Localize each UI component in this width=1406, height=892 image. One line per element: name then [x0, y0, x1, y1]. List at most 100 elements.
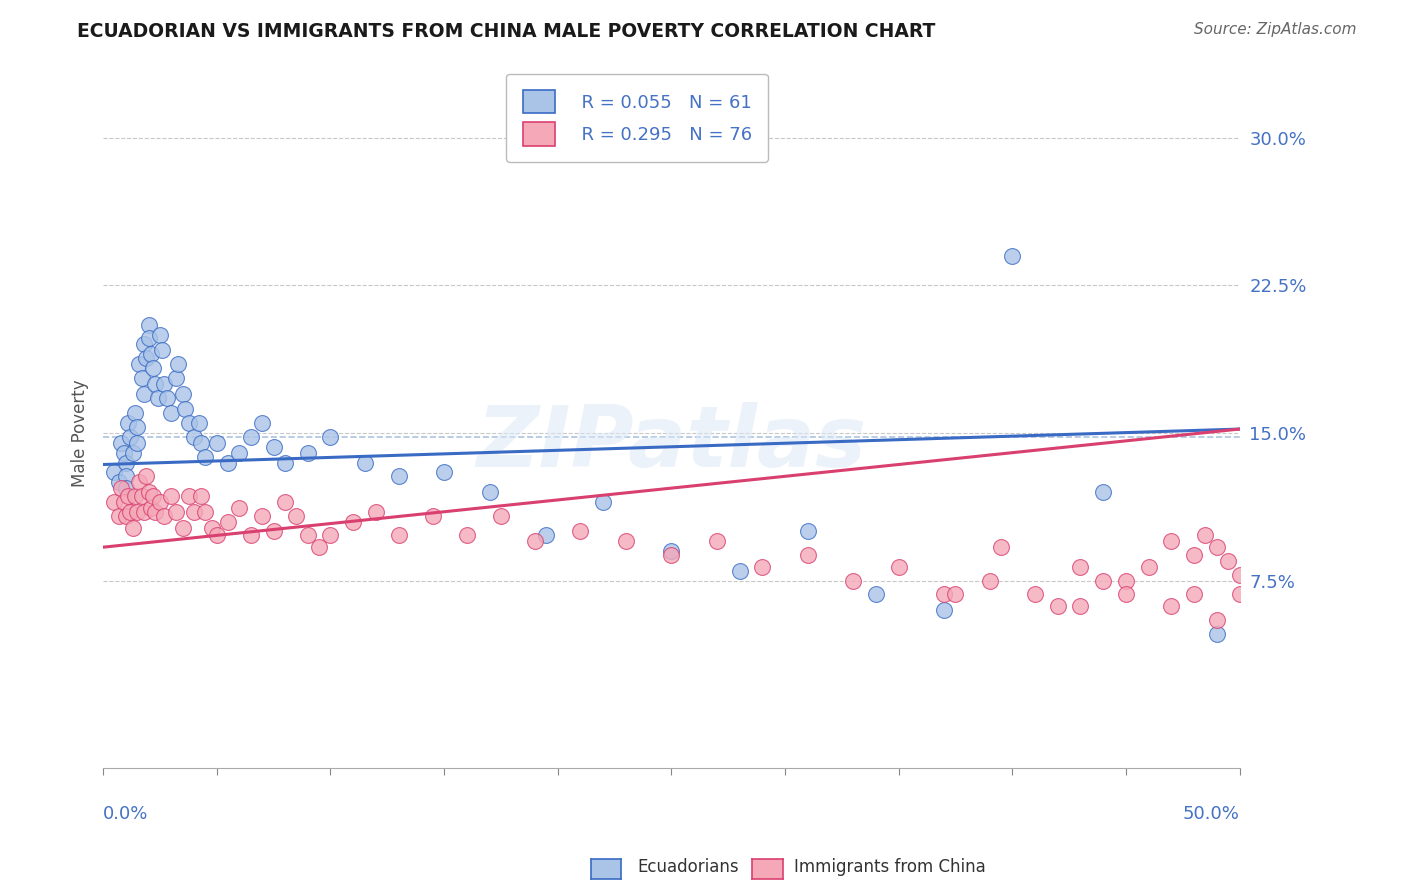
Point	[128, 357, 150, 371]
Point	[865, 587, 887, 601]
Point	[138, 331, 160, 345]
Point	[364, 505, 387, 519]
Point	[187, 416, 209, 430]
Point	[190, 489, 212, 503]
Point	[132, 386, 155, 401]
Point	[319, 528, 342, 542]
Point	[217, 515, 239, 529]
Y-axis label: Male Poverty: Male Poverty	[72, 379, 89, 487]
Point	[592, 495, 614, 509]
Point	[1218, 554, 1240, 568]
Point	[132, 505, 155, 519]
Point	[297, 528, 319, 542]
Point	[239, 528, 262, 542]
Point	[1182, 548, 1205, 562]
Text: Source: ZipAtlas.com: Source: ZipAtlas.com	[1194, 22, 1357, 37]
Point	[117, 416, 139, 430]
Point	[132, 337, 155, 351]
Point	[179, 489, 201, 503]
Point	[183, 505, 205, 519]
Point	[945, 587, 967, 601]
Point	[1229, 567, 1251, 582]
Point	[319, 430, 342, 444]
Text: Ecuadorians: Ecuadorians	[637, 858, 738, 876]
Point	[138, 318, 160, 332]
Point	[194, 450, 217, 464]
Point	[228, 500, 250, 515]
Point	[1115, 574, 1137, 588]
Point	[1160, 599, 1182, 614]
Point	[979, 574, 1001, 588]
Point	[201, 520, 224, 534]
Point	[167, 357, 190, 371]
Point	[110, 435, 132, 450]
Point	[274, 456, 297, 470]
Point	[796, 548, 818, 562]
Point	[172, 520, 194, 534]
Point	[139, 500, 162, 515]
Point	[127, 435, 149, 450]
Point	[172, 386, 194, 401]
Point	[285, 508, 308, 523]
Point	[342, 515, 364, 529]
Point	[103, 466, 125, 480]
Point	[108, 475, 131, 490]
Point	[842, 574, 865, 588]
Point	[1160, 534, 1182, 549]
Point	[353, 456, 375, 470]
Point	[112, 445, 135, 459]
Point	[297, 445, 319, 459]
Point	[145, 505, 167, 519]
Point	[728, 564, 751, 578]
Point	[117, 489, 139, 503]
Point	[422, 508, 444, 523]
Point	[252, 416, 274, 430]
Point	[120, 430, 142, 444]
Point	[174, 402, 197, 417]
Point	[127, 420, 149, 434]
Point	[1137, 560, 1160, 574]
Point	[112, 495, 135, 509]
Point	[478, 485, 501, 500]
Point	[228, 445, 250, 459]
Point	[614, 534, 637, 549]
Point	[153, 376, 176, 391]
Text: ECUADORIAN VS IMMIGRANTS FROM CHINA MALE POVERTY CORRELATION CHART: ECUADORIAN VS IMMIGRANTS FROM CHINA MALE…	[77, 22, 936, 41]
Point	[1229, 587, 1251, 601]
Point	[165, 371, 187, 385]
Text: Immigrants from China: Immigrants from China	[794, 858, 986, 876]
Point	[569, 524, 592, 539]
Point	[456, 528, 478, 542]
Point	[121, 445, 143, 459]
Point	[1069, 599, 1091, 614]
Point	[536, 528, 558, 542]
Point	[1115, 587, 1137, 601]
Point	[1092, 485, 1115, 500]
Point	[263, 524, 285, 539]
Point	[217, 456, 239, 470]
Point	[124, 406, 146, 420]
Point	[263, 440, 285, 454]
Point	[706, 534, 728, 549]
Point	[135, 469, 157, 483]
Point	[115, 508, 138, 523]
Point	[751, 560, 773, 574]
Point	[165, 505, 187, 519]
Point	[1205, 613, 1227, 627]
Legend:   R = 0.055   N = 61,   R = 0.295   N = 76: R = 0.055 N = 61, R = 0.295 N = 76	[506, 74, 768, 161]
Point	[121, 520, 143, 534]
Point	[179, 416, 201, 430]
Point	[387, 528, 409, 542]
Point	[274, 495, 297, 509]
Point	[110, 481, 132, 495]
Point	[239, 430, 262, 444]
Point	[156, 391, 179, 405]
Point	[1205, 540, 1227, 554]
Point	[145, 376, 167, 391]
Point	[120, 505, 142, 519]
Point	[127, 505, 149, 519]
Point	[131, 371, 153, 385]
Point	[205, 435, 228, 450]
Point	[387, 469, 409, 483]
Text: ZIPatlas: ZIPatlas	[477, 401, 866, 484]
